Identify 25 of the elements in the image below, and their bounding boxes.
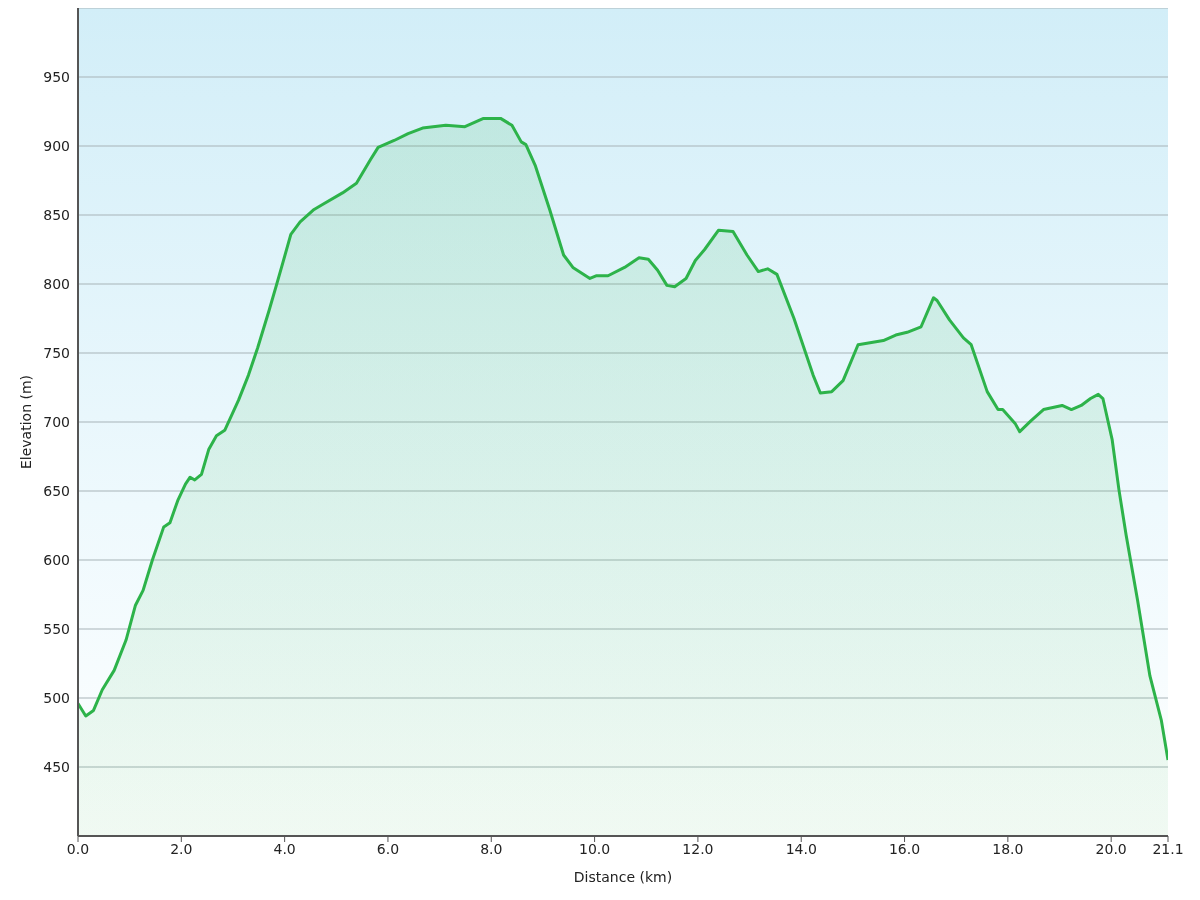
x-tick-label: 12.0 bbox=[682, 840, 714, 857]
y-tick-label: 950 bbox=[43, 68, 70, 85]
x-axis-title: Distance (km) bbox=[573, 869, 673, 885]
x-tick-label: 20.0 bbox=[1095, 840, 1127, 857]
x-tick-label: 6.0 bbox=[376, 840, 400, 857]
x-tick-label: 4.0 bbox=[273, 840, 296, 857]
y-tick-label: 750 bbox=[43, 344, 70, 361]
y-tick-label: 900 bbox=[43, 137, 70, 154]
y-tick-label: 600 bbox=[43, 551, 70, 568]
x-tick-label: 8.0 bbox=[480, 840, 503, 857]
x-tick-label: 14.0 bbox=[785, 840, 817, 857]
y-tick-label: 850 bbox=[43, 206, 70, 223]
y-axis-title: Elevation (m) bbox=[17, 374, 34, 470]
x-tick-label: 21.1 bbox=[1152, 840, 1184, 857]
y-tick-label: 650 bbox=[43, 482, 70, 499]
x-tick-label: 2.0 bbox=[170, 840, 193, 857]
y-tick-label: 500 bbox=[43, 689, 70, 706]
x-tick-label: 18.0 bbox=[992, 840, 1024, 857]
y-tick-label: 700 bbox=[43, 413, 70, 430]
x-tick-label: 16.0 bbox=[888, 840, 921, 857]
y-tick-label: 800 bbox=[43, 275, 70, 292]
y-tick-label: 450 bbox=[43, 758, 70, 775]
x-tick-label: 10.0 bbox=[579, 840, 611, 857]
y-tick-label: 550 bbox=[43, 620, 70, 637]
x-tick-label: 0.0 bbox=[66, 840, 90, 857]
